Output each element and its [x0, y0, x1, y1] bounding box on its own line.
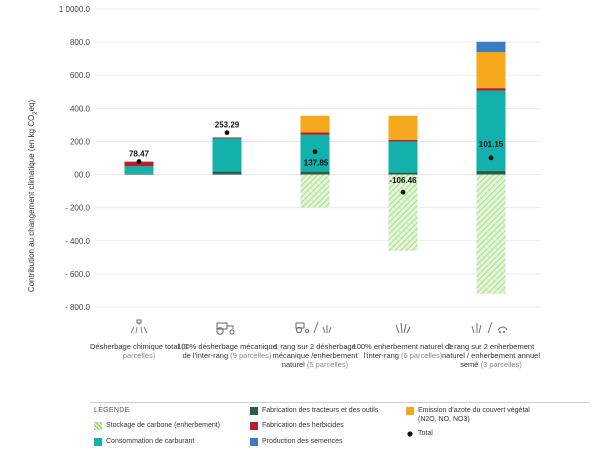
total-marker: [488, 155, 494, 161]
bar-segment: [388, 141, 418, 173]
bar-segment: [388, 115, 418, 140]
category-natural-sown: 1 rang sur 2 enherbement naturel / enher…: [437, 318, 545, 369]
y-tick-label: - 200.0: [65, 204, 90, 213]
total-value-label: 78.47: [129, 150, 150, 159]
bar-segment: [124, 166, 154, 174]
category-label: Désherbage chimique total: [90, 342, 182, 351]
grass-icon: [349, 318, 457, 338]
legend-label-nitrogen: Emission d'azote du couvert végétal: [418, 407, 530, 414]
legend-label-herbicides: Fabrication des herbicides: [262, 422, 344, 429]
y-tick-label: 200.0: [70, 137, 91, 146]
total-marker: [312, 149, 318, 155]
category-label: 100% enherbement naturel de l'inter-rang: [352, 342, 454, 360]
bars-layer: [124, 41, 506, 294]
category-chemical: Désherbage chimique total (3 parcelles): [85, 318, 193, 360]
y-tick-label: - 800.0: [65, 303, 90, 312]
grass-seeds-icon: [437, 318, 545, 338]
bar-segment: [476, 174, 506, 294]
bar-segment: [300, 115, 330, 133]
total-value-label: 253.29: [215, 121, 240, 130]
bar-segment: [476, 52, 506, 89]
category-mechanical: 100% désherbage mécanique de l'inter-ran…: [173, 318, 281, 360]
category-natural: 100% enherbement naturel de l'inter-rang…: [349, 318, 457, 360]
legend-label-nitrogen-sub: (N2O, NO, NO3): [418, 416, 470, 423]
category-sub-label: (5 parcelles): [306, 360, 349, 369]
legend-swatch-tractors: [250, 407, 258, 415]
y-axis-label: Contribution au changement climatique (e…: [27, 99, 39, 292]
tractor-icon: [173, 318, 281, 338]
total-marker: [400, 189, 406, 195]
bar-segment: [212, 171, 242, 175]
legend-swatch-nitrogen: [406, 407, 414, 415]
total-value-label: 101.15: [479, 140, 504, 149]
category-label: 1 rang sur 2 enherbement naturel / enher…: [442, 342, 540, 369]
y-tick-label: 800.0: [70, 38, 91, 47]
legend: LÉGENDE Stockage de carbone (enherbement…: [90, 402, 590, 457]
legend-swatch-fuel: [94, 438, 102, 446]
category-mech-natural: 1 rang sur 2 désherbage mécanique /enher…: [261, 318, 369, 369]
legend-swatch-total: [406, 430, 414, 438]
category-label: 1 rang sur 2 désherbage mécanique /enher…: [272, 342, 358, 369]
y-tick-label: 400.0: [70, 104, 91, 113]
bar-segment: [212, 138, 242, 172]
legend-label-carbon-storage: Stockage de carbone (enherbement): [106, 422, 221, 429]
legend-label-tractors: Fabrication des tracteurs et des outils: [262, 407, 379, 414]
total-value-label: 137.85: [304, 159, 329, 168]
legend-label-seeds: Production des semences: [262, 438, 343, 445]
total-value-label: -106.46: [389, 176, 417, 185]
legend-swatch-carbon-storage: [94, 422, 102, 430]
y-tick-label: 600.0: [70, 71, 91, 80]
tractor-grass-icon: [261, 318, 369, 338]
legend-swatch-herbicides: [250, 422, 258, 430]
bar-segment: [388, 174, 418, 251]
category-sub-label: (3 parcelles): [122, 342, 188, 360]
category-label: 100% désherbage mécanique de l'inter-ran…: [177, 342, 277, 360]
y-tick-label: - 400.0: [65, 237, 90, 246]
bar-segment: [300, 174, 330, 208]
bar-segment: [388, 139, 418, 142]
legend-label-total: Total: [418, 430, 433, 437]
total-marker: [224, 130, 230, 136]
bar-segment: [124, 173, 154, 175]
bar-segment: [476, 88, 506, 91]
category-sub-label: (3 parcelles): [480, 360, 522, 369]
sprayer-icon: [85, 318, 193, 338]
bar-segment: [300, 171, 330, 175]
y-tick-label: 1 0000.0: [59, 5, 91, 14]
total-marker: [136, 159, 142, 164]
category-sub-label: (9 parcelles): [230, 351, 272, 360]
bar-segment: [388, 172, 418, 175]
chart: 1 0000.0 800.0 600.0 400.0 200.0 00.0 - 200.0 -…: [27, 5, 540, 312]
legend-label-fuel: Consommation de carburant: [106, 438, 195, 445]
axis-layer: 1 0000.0 800.0 600.0 400.0 200.0 00.0 - 200.0 -…: [59, 5, 540, 312]
bar-segment: [212, 137, 242, 139]
category-sub-label: (6 parcelles): [401, 351, 443, 360]
bar-segment: [476, 41, 506, 53]
bar-segment: [300, 132, 330, 135]
y-tick-label: - 600.0: [65, 270, 90, 279]
labels-layer: 78.47 253.29 137.85 -106.46 101.15: [129, 121, 504, 195]
legend-title: LÉGENDE: [94, 407, 130, 414]
legend-swatch-seeds: [250, 438, 258, 446]
y-tick-label: 00.0: [74, 171, 90, 180]
bar-segment: [476, 170, 506, 175]
